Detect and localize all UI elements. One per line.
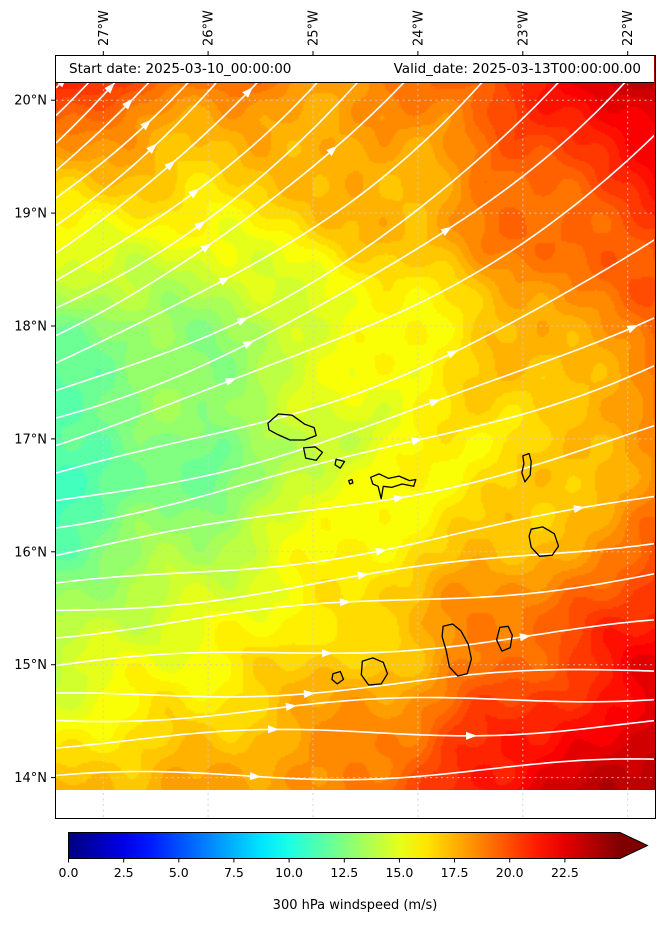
start-date-label: Start date: 2025-03-10_00:00:00 <box>69 61 292 77</box>
streamline <box>56 317 654 502</box>
streamline-arrow <box>249 772 261 781</box>
streamline-arrow <box>303 690 315 698</box>
streamline-arrow <box>236 317 249 326</box>
streamline-arrow <box>626 325 639 334</box>
streamline <box>56 758 654 781</box>
colorbar-tick-label: 20.0 <box>496 865 524 880</box>
streamline-arrow <box>242 87 253 98</box>
lat-tick-label: 16°N <box>14 545 47 560</box>
streamline-arrow <box>573 505 585 513</box>
colorbar-bar <box>68 832 649 859</box>
coastline-santiago <box>441 623 473 677</box>
streamline <box>56 56 381 309</box>
title-bar: Start date: 2025-03-10_00:00:00 Valid_da… <box>56 56 654 83</box>
streamline-arrow <box>194 220 206 231</box>
streamline-arrow <box>285 702 297 711</box>
streamline-arrow <box>188 188 200 199</box>
streamline <box>56 56 213 199</box>
streamline-arrow <box>393 494 405 503</box>
lon-tick-label: 24°W <box>411 10 426 46</box>
lat-tick-label: 14°N <box>14 771 47 786</box>
streamline <box>56 56 241 227</box>
streamline-arrow <box>446 350 459 359</box>
streamline-arrow <box>146 143 158 154</box>
streamline <box>56 424 654 557</box>
streamline <box>56 56 584 392</box>
coastline-boa-vista <box>528 526 560 557</box>
coastline-fogo <box>360 657 389 686</box>
colorbar-tick-label: 12.5 <box>330 865 358 880</box>
colorbar-label: 300 hPa windspeed (m/s) <box>272 898 438 913</box>
streamline <box>56 56 429 337</box>
plot-frame <box>55 55 656 819</box>
streamline-arrow <box>519 633 531 642</box>
colorbar-tick-label: 15.0 <box>385 865 413 880</box>
streamline-arrow <box>242 340 255 349</box>
colorbar-tick-label: 22.5 <box>551 865 579 880</box>
streamline <box>56 239 654 474</box>
colorbar-tick-label: 0.0 <box>59 865 79 880</box>
streamline-arrow <box>411 437 423 446</box>
coastline-sao-nicolau <box>370 473 417 500</box>
lon-tick-label: 27°W <box>97 10 112 46</box>
lat-tick-label: 20°N <box>14 94 47 109</box>
coastline-sal <box>521 452 532 483</box>
coastline-maio <box>495 625 513 652</box>
lon-tick-label: 22°W <box>621 10 636 46</box>
colorbar-tick-label: 7.5 <box>224 865 244 880</box>
streamline-arrow <box>339 598 351 607</box>
streamline-arrow <box>322 649 333 658</box>
streamline <box>56 56 506 364</box>
coastline-brava <box>331 670 345 685</box>
streamline-arrow <box>428 399 441 407</box>
streamline <box>56 134 654 447</box>
coastline-santo-antao <box>267 413 317 441</box>
streamline <box>56 542 654 612</box>
streamline-arrow <box>268 725 279 734</box>
streamline-arrow <box>218 276 231 286</box>
valid-date-label: Valid_date: 2025-03-13T00:00:00.00 <box>393 61 641 77</box>
streamline-arrow <box>440 226 452 236</box>
streamline <box>56 696 654 723</box>
lon-tick-label: 26°W <box>202 10 217 46</box>
streamline-arrow <box>140 119 152 131</box>
streamline <box>56 56 342 282</box>
streamline <box>56 56 283 254</box>
streamline-arrow <box>200 243 212 253</box>
streamline-arrow <box>466 731 477 740</box>
colorbar-tick-label: 10.0 <box>275 865 303 880</box>
streamline-arrow <box>122 98 133 110</box>
lat-tick-label: 18°N <box>14 320 47 335</box>
lat-tick-label: 17°N <box>14 432 47 447</box>
streamline-arrow <box>375 547 387 556</box>
streamline <box>56 719 654 749</box>
streamline <box>56 572 654 639</box>
streamline-arrow <box>224 378 237 386</box>
lat-tick-label: 15°N <box>14 658 47 673</box>
streamline-arrow <box>104 82 115 94</box>
colorbar-tick-label: 2.5 <box>114 865 134 880</box>
coastline-branco-raso <box>348 478 354 485</box>
coastline-sao-vicente <box>302 446 324 461</box>
lon-tick-label: 25°W <box>307 10 322 46</box>
streamline-arrow <box>326 145 338 157</box>
streamline-arrow <box>164 160 176 171</box>
streamline <box>56 365 654 529</box>
streamline <box>56 495 654 584</box>
streamline <box>56 56 650 419</box>
streamline <box>56 668 654 698</box>
coastline-santa-luzia <box>334 458 346 469</box>
colorbar-tick-label: 17.5 <box>441 865 469 880</box>
lon-tick-label: 23°W <box>516 10 531 46</box>
colorbar-tick-label: 5.0 <box>169 865 189 880</box>
streamline <box>56 619 654 667</box>
lat-tick-label: 19°N <box>14 207 47 222</box>
streamline-arrow <box>357 571 369 580</box>
